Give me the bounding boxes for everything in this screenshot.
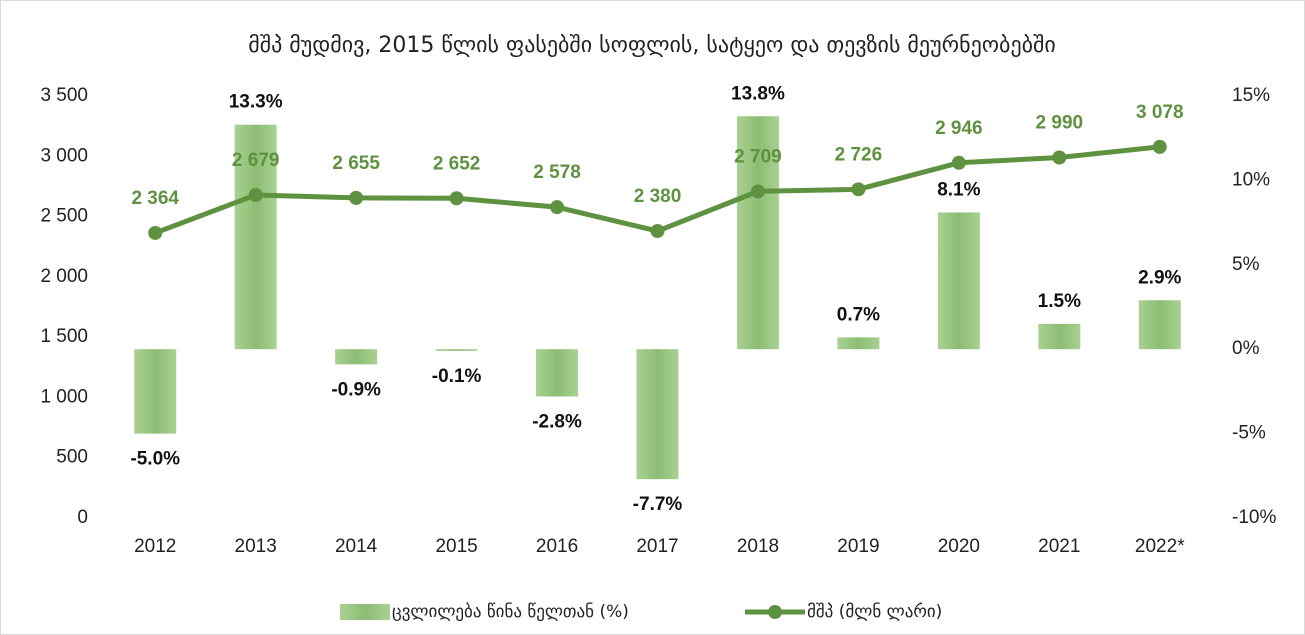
- y2-tick-label: 0%: [1232, 338, 1260, 359]
- point: [248, 187, 263, 202]
- bar: [736, 116, 779, 350]
- line-label: 2 679: [232, 150, 280, 171]
- x-tick-label: 2018: [737, 536, 779, 557]
- y-tick-label: 500: [56, 447, 88, 468]
- line-label: 2 655: [332, 153, 380, 174]
- x-tick-label: 2022*: [1135, 536, 1185, 557]
- x-tick-label: 2016: [536, 536, 578, 557]
- line-label: 2 380: [634, 186, 682, 207]
- bar-label: 2.9%: [1138, 267, 1181, 288]
- y-tick-label: 3 500: [40, 85, 88, 106]
- point: [148, 225, 163, 240]
- y-tick-label: 2 000: [40, 266, 88, 287]
- bar-label: -0.9%: [331, 379, 381, 400]
- bar: [134, 349, 177, 434]
- y-tick-label: 2 500: [40, 206, 88, 227]
- point: [851, 182, 866, 197]
- y2-tick-label: 5%: [1232, 254, 1260, 275]
- bar: [435, 349, 478, 351]
- y-tick-label: 1 500: [40, 326, 88, 347]
- y2-tick-label: -10%: [1232, 507, 1276, 528]
- bar-label: 13.8%: [731, 83, 785, 104]
- y-tick-label: 3 000: [40, 145, 88, 166]
- chart-title: მშპ მუდმივ, 2015 წლის ფასებში სოფლის, სა…: [248, 33, 1056, 58]
- bar: [937, 212, 980, 350]
- point: [550, 200, 565, 215]
- line-label: 2 990: [1036, 113, 1084, 134]
- x-tick-label: 2020: [938, 536, 980, 557]
- point: [1152, 139, 1167, 154]
- bar: [335, 349, 378, 365]
- bar: [1038, 323, 1081, 350]
- bar: [536, 349, 579, 397]
- x-tick-label: 2021: [1038, 536, 1080, 557]
- point: [750, 184, 765, 199]
- bar-label: -2.8%: [532, 411, 582, 432]
- bar-label: 13.3%: [229, 92, 283, 113]
- x-tick-label: 2012: [134, 536, 176, 557]
- line-label: 2 726: [835, 144, 883, 165]
- bar-label: 1.5%: [1038, 291, 1081, 312]
- x-tick-label: 2019: [837, 536, 879, 557]
- x-tick-label: 2014: [335, 536, 378, 557]
- line-label: 3 078: [1136, 102, 1184, 123]
- bar-label: 8.1%: [937, 179, 980, 200]
- y-tick-label: 1 000: [40, 386, 88, 407]
- point: [951, 155, 966, 170]
- legend-swatch: [340, 604, 390, 620]
- point: [349, 190, 364, 205]
- point: [449, 191, 464, 206]
- legend-label: ცვლილება წინა წელთან (%): [392, 602, 629, 622]
- x-tick-label: 2013: [235, 536, 277, 557]
- bar-label: -0.1%: [432, 366, 482, 387]
- x-tick-label: 2015: [435, 536, 477, 557]
- bar: [1138, 300, 1181, 350]
- y-tick-label: 0: [77, 507, 88, 528]
- point: [1052, 150, 1067, 165]
- y2-tick-label: 15%: [1232, 85, 1270, 106]
- line-label: 2 652: [433, 153, 481, 174]
- bar: [636, 349, 679, 480]
- legend-label: მშპ (მლნ ლარი): [807, 602, 942, 622]
- legend-marker: [768, 605, 782, 619]
- line-label: 2 578: [533, 162, 581, 183]
- y2-tick-label: -5%: [1232, 423, 1266, 444]
- x-tick-label: 2017: [636, 536, 678, 557]
- bar: [837, 337, 880, 350]
- y2-tick-label: 10%: [1232, 169, 1270, 190]
- bar: [234, 124, 277, 350]
- bar-label: -7.7%: [633, 494, 683, 515]
- bar-label: -5.0%: [130, 449, 180, 470]
- point: [650, 224, 665, 239]
- bar-label: 0.7%: [837, 304, 880, 325]
- line-label: 2 364: [131, 188, 179, 209]
- line-label: 2 946: [935, 118, 983, 139]
- line-label: 2 709: [734, 146, 782, 167]
